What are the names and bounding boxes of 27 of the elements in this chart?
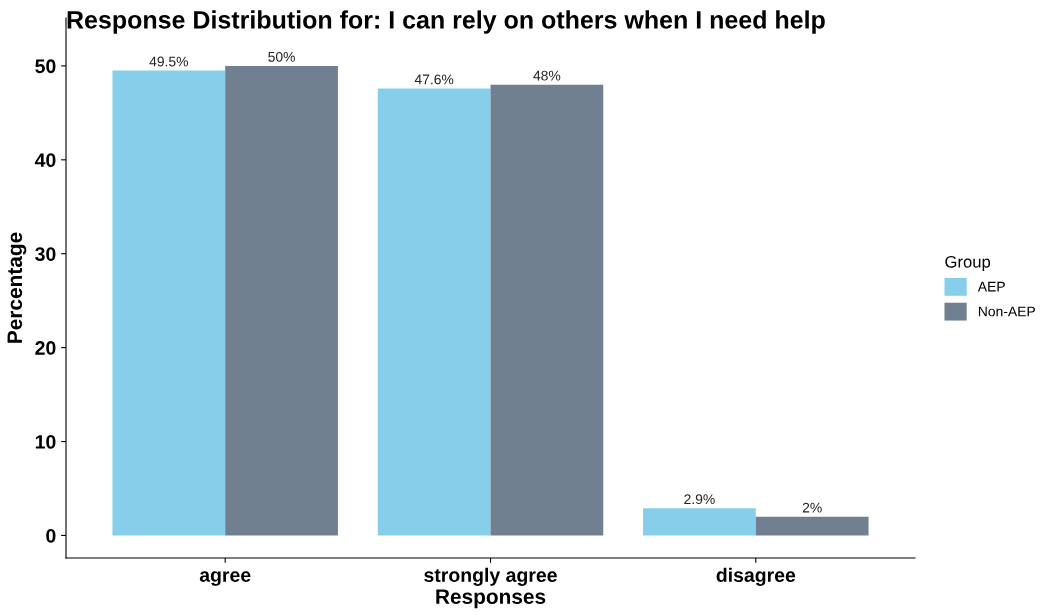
legend-title: Group (945, 255, 991, 271)
data-label: 2% (802, 502, 822, 513)
legend-label: AEP (977, 281, 1005, 292)
y-tick-label: 0 (46, 528, 56, 543)
data-label: 48% (533, 70, 561, 81)
data-label: 49.5% (149, 56, 189, 67)
bar (225, 65, 338, 536)
y-tick-label: 20 (35, 341, 56, 355)
bar (377, 88, 491, 536)
bar (112, 70, 226, 536)
y-tick-label: 30 (35, 247, 56, 261)
data-label: 47.6% (414, 74, 454, 85)
chart-title: Response Distribution for: I can rely on others when I need help (67, 10, 825, 34)
bar (643, 508, 756, 536)
x-tick-label: strongly agree (424, 567, 557, 586)
x-tick-label: agree (199, 571, 251, 586)
data-label: 50% (268, 51, 295, 62)
bar (490, 84, 604, 536)
y-tick-label: 10 (35, 435, 56, 449)
y-tick-label: 50 (35, 59, 56, 74)
legend-label: Non-AEP (978, 306, 1035, 317)
x-axis-title: Responses (436, 589, 546, 609)
y-tick-label: 40 (34, 153, 56, 168)
data-label: 2.9% (684, 494, 715, 505)
bar (755, 516, 869, 536)
y-axis-title: Percentage (7, 232, 27, 343)
x-tick-label: disagree (716, 567, 796, 586)
